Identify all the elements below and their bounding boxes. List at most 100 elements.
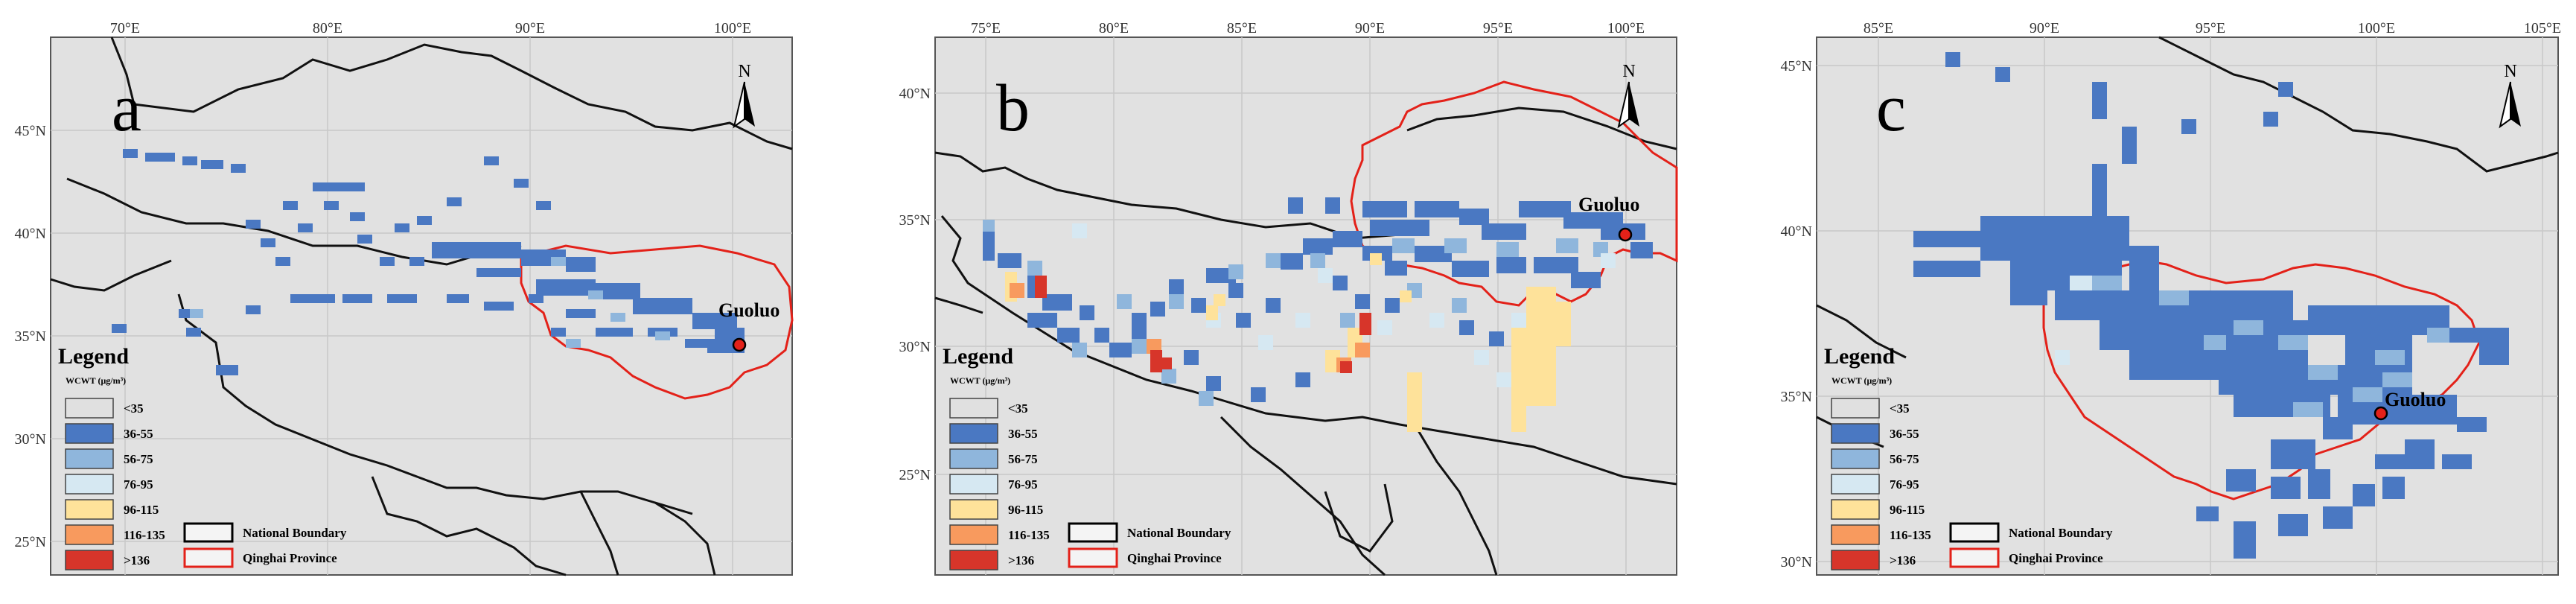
legend-boundary-swatch <box>1949 547 2000 568</box>
legend-class-label: <35 <box>124 401 144 416</box>
legend-swatch <box>1831 448 1880 469</box>
legend-title: Legend <box>943 344 1013 369</box>
legend-swatch <box>65 398 114 419</box>
legend-boundary-swatch <box>1068 547 1118 568</box>
panel-b: Guoluo b N 75°E 80°E 85°E 90°E 95°E 100°… <box>899 20 1678 576</box>
panel-b-lat-tick: 35°N <box>899 212 931 229</box>
legend-class-label: 76-95 <box>1890 477 1919 492</box>
legend-title: Legend <box>1824 344 1895 369</box>
legend-swatch <box>1831 550 1880 570</box>
legend-swatch <box>65 448 114 469</box>
legend-subtitle: WCWT (μg/m³) <box>1831 375 1892 386</box>
legend-swatch <box>949 474 998 495</box>
panel-a-lat-tick: 25°N <box>15 534 46 550</box>
panel-a-data-cells-light <box>190 257 670 348</box>
legend-class-label: 56-75 <box>1890 452 1919 466</box>
legend-class-label: >136 <box>1008 553 1034 568</box>
legend-swatch <box>949 398 998 419</box>
legend-boundary-label: National Boundary <box>243 526 347 540</box>
panel-b-legend: Legend WCWT (μg/m³) <35 36-55 56-75 76-95 96-1… <box>943 344 1231 570</box>
legend-subtitle: WCWT (μg/m³) <box>950 375 1010 386</box>
panel-a-lat-tick: 40°N <box>15 226 46 242</box>
legend-swatch <box>65 524 114 545</box>
panel-c: Guoluo c N 85°E 90°E 95°E 100°E 105°E 45… <box>1781 20 2561 576</box>
legend-class-label: >136 <box>1890 553 1916 568</box>
panel-b-north-label: N <box>1622 62 1635 81</box>
panel-c-lat-tick: 45°N <box>1781 58 1812 74</box>
legend-boundary-label: Qinghai Province <box>243 551 337 565</box>
panel-a-legend: Legend WCWT (μg/m³) <35 36-55 56-75 76-95 96-1… <box>58 344 347 570</box>
panel-c-lon-tick: 100°E <box>2358 20 2395 36</box>
panel-c-guoluo-marker <box>2373 406 2388 421</box>
panel-b-lon-tick: 95°E <box>1483 20 1513 36</box>
legend-swatch <box>949 524 998 545</box>
legend-swatch <box>65 550 114 570</box>
legend-swatch <box>1831 398 1880 419</box>
panel-a-lat-tick: 45°N <box>15 123 46 139</box>
panel-c-north-arrow-icon: N <box>2499 62 2521 129</box>
legend-swatch <box>949 499 998 520</box>
panel-c-lon-tick: 105°E <box>2524 20 2561 36</box>
legend-swatch <box>1831 499 1880 520</box>
panel-b-lon-tick: 90°E <box>1355 20 1385 36</box>
panel-a-lat-tick: 30°N <box>15 431 46 448</box>
panel-c-legend: Legend WCWT (μg/m³) <35 36-55 56-75 76-95 96-1… <box>1824 344 2113 570</box>
panel-b-lat-tick: 25°N <box>899 467 931 483</box>
legend-boundary-label: National Boundary <box>2009 526 2113 540</box>
legend-title: Legend <box>58 344 129 369</box>
legend-swatch <box>1831 423 1880 444</box>
legend-boundary-swatch <box>183 547 234 568</box>
panel-b-city-label: Guoluo <box>1578 194 1639 215</box>
legend-class-label: <35 <box>1890 401 1910 416</box>
panel-c-data-cells-pale <box>2055 276 2092 365</box>
panel-b-letter: b <box>996 71 1030 145</box>
legend-class-label: 36-55 <box>1008 427 1038 441</box>
legend-class-label: 56-75 <box>1008 452 1038 466</box>
panel-c-lat-tick: 40°N <box>1781 223 1812 240</box>
panel-b-lat-tick: 30°N <box>899 339 931 355</box>
panel-c-lon-tick: 90°E <box>2030 20 2059 36</box>
legend-boundary-swatch <box>1949 522 2000 543</box>
panel-a-city-label: Guoluo <box>718 299 780 321</box>
panel-b-north-arrow-icon: N <box>1617 62 1639 129</box>
legend-boundary-label: National Boundary <box>1127 526 1231 540</box>
panel-b-guoluo-marker <box>1618 227 1633 242</box>
panel-c-lat-tick: 30°N <box>1781 554 1812 570</box>
panel-b-lon-tick: 75°E <box>971 20 1001 36</box>
legend-swatch <box>949 423 998 444</box>
legend-class-label: 76-95 <box>124 477 153 492</box>
legend-subtitle: WCWT (μg/m³) <box>66 375 126 386</box>
legend-class-label: 36-55 <box>1890 427 1919 441</box>
legend-boundary-label: Qinghai Province <box>1127 551 1222 565</box>
panel-b-data-cells-red <box>1035 276 1371 373</box>
panel-c-city-label: Guoluo <box>2385 389 2446 410</box>
legend-class-label: 76-95 <box>1008 477 1038 492</box>
legend-class-label: <35 <box>1008 401 1028 416</box>
legend-class-label: 96-115 <box>1008 503 1043 517</box>
panel-a-letter: a <box>112 71 141 145</box>
panel-a-lat-tick: 35°N <box>15 328 46 345</box>
panel-c-lon-tick: 95°E <box>2196 20 2225 36</box>
panel-c-lat-tick: 35°N <box>1781 389 1812 405</box>
panel-c-data-cells-light <box>2092 276 2449 417</box>
legend-class-label: 116-135 <box>124 528 165 542</box>
legend-class-label: 56-75 <box>124 452 153 466</box>
panel-a-guoluo-marker <box>732 337 747 352</box>
panel-b-lon-tick: 85°E <box>1227 20 1257 36</box>
legend-swatch <box>65 499 114 520</box>
panel-c-lon-tick: 85°E <box>1864 20 1893 36</box>
panel-a-lon-tick: 70°E <box>110 20 140 36</box>
legend-class-label: 96-115 <box>124 503 159 517</box>
panel-b-lon-tick: 100°E <box>1607 20 1645 36</box>
panel-a-north-label: N <box>738 62 750 81</box>
panel-a-national-boundary <box>50 36 793 576</box>
legend-swatch <box>65 423 114 444</box>
legend-swatch <box>1831 524 1880 545</box>
legend-class-label: 116-135 <box>1008 528 1050 542</box>
panel-a: Guoluo a N 70°E 80°E 90°E 100°E 45°N 40°… <box>15 20 794 576</box>
panel-a-lon-tick: 80°E <box>313 20 342 36</box>
panel-b-national-boundary <box>934 107 1677 576</box>
panel-a-north-arrow-icon: N <box>733 62 755 129</box>
panel-c-letter: c <box>1876 71 1906 145</box>
